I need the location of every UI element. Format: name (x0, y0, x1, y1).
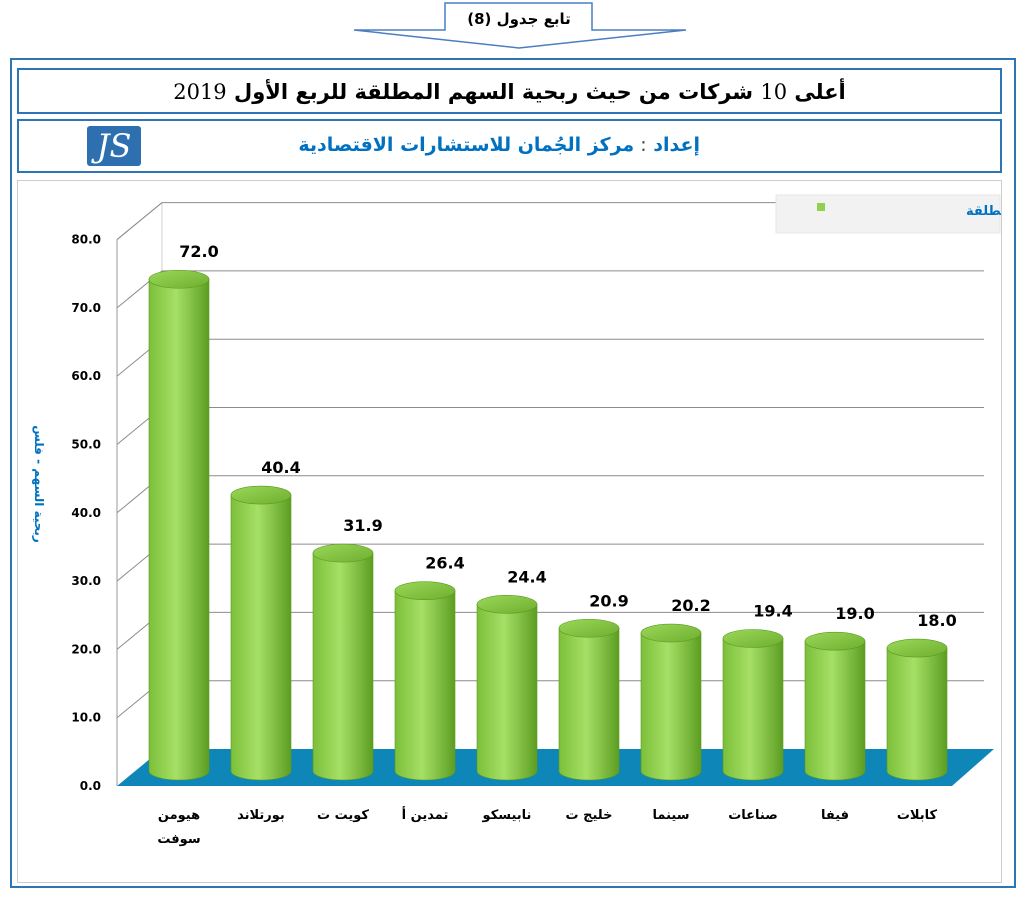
bar-body (558, 627, 620, 781)
continuation-label: تابع جدول (8) (467, 10, 571, 28)
bar-top (722, 629, 784, 648)
data-label: 18.0 (917, 611, 956, 630)
title-year: 2019 (173, 80, 227, 104)
chart-area: 0.0 10.0 20.0 30.0 40.0 50.0 60.0 70.0 80.0 ربحية… (17, 180, 1030, 883)
bar-body (722, 638, 784, 781)
x-tick-label: خليج ت (566, 808, 613, 823)
bar-chart: 0.0 10.0 20.0 30.0 40.0 50.0 60.0 70.0 80.0 ربحية… (32, 194, 1030, 847)
data-label: 24.4 (507, 567, 546, 586)
gridline (116, 270, 984, 309)
bar-body (148, 278, 210, 781)
author-label: إعداد (653, 134, 700, 156)
bar-top (148, 269, 210, 289)
bar-body (394, 590, 456, 781)
data-label: 72.0 (179, 242, 218, 261)
x-tick-label: صناعات (728, 808, 778, 823)
title-main: شركات من حيث ربحية السهم المطلقة للربع ا… (233, 80, 754, 104)
bar-top (312, 543, 374, 563)
data-label: 40.4 (261, 458, 300, 477)
legend-box (775, 194, 1001, 234)
bar-body (230, 494, 292, 781)
bar (722, 629, 784, 781)
author-line: إعداد : مركز الجُمان للاستشارات الاقتصاد… (298, 134, 700, 156)
y-tick-label: 0.0 (80, 779, 101, 793)
title-box: أعلى 10 شركات من حيث ربحية السهم المطلقة… (17, 68, 1002, 114)
gridline (116, 202, 984, 240)
bar-body (640, 632, 702, 781)
bar (394, 581, 456, 781)
outer-frame (10, 58, 1016, 888)
bar (230, 485, 292, 781)
continuation-banner: تابع جدول (8) (353, 2, 687, 49)
x-tick-label: سوفت (157, 832, 200, 847)
bar-top (394, 581, 456, 600)
bar-top (476, 595, 538, 614)
bar (558, 618, 620, 781)
bar-top (230, 485, 292, 505)
x-tick-label: كويت ت (317, 808, 369, 823)
y-tick-label: 70.0 (71, 301, 101, 315)
legend-label: ربحية السهم المطلقة (966, 204, 1001, 219)
y-tick-label: 10.0 (71, 711, 101, 725)
y-tick-label: 30.0 (71, 574, 101, 588)
title-prefix: أعلى (794, 80, 846, 104)
bar (312, 543, 374, 781)
y-axis-label: ربحية السهم - فلس (32, 425, 46, 543)
bar (476, 595, 538, 781)
x-tick-label: سينما (653, 808, 690, 823)
x-tick-label: تمدين أ (402, 806, 449, 823)
bar-body (804, 640, 866, 781)
author-box: إعداد : مركز الجُمان للاستشارات الاقتصاد… (17, 119, 1002, 173)
bar-top (886, 638, 948, 658)
data-label: 20.2 (671, 596, 710, 615)
logo: JS (87, 126, 141, 166)
bar-body (886, 647, 948, 781)
x-tick-label: كابلات (897, 808, 938, 823)
y-tick-label: 80.0 (71, 233, 101, 247)
x-tick-label: بورتلاند (237, 808, 285, 823)
y-tick-label: 40.0 (71, 506, 101, 520)
author-name: مركز الجُمان للاستشارات الاقتصادية (298, 134, 635, 156)
bar-body (476, 604, 538, 781)
bar-top (558, 618, 620, 638)
bar (886, 638, 948, 781)
y-tick-label: 60.0 (71, 369, 101, 383)
bar-top (640, 623, 702, 643)
x-tick-label: هيومن (158, 808, 200, 823)
x-tick-label: فيفا (821, 808, 849, 823)
legend-swatch (817, 203, 825, 211)
data-label: 20.9 (589, 591, 628, 610)
bar (640, 623, 702, 781)
bar (804, 631, 866, 781)
y-tick-label: 50.0 (71, 438, 101, 452)
data-label: 31.9 (343, 516, 382, 535)
page-title: أعلى 10 شركات من حيث ربحية السهم المطلقة… (19, 80, 1000, 104)
gridline (116, 338, 984, 377)
data-label: 19.4 (753, 601, 792, 620)
bar (148, 269, 210, 781)
bar-top (804, 631, 866, 651)
data-label: 26.4 (425, 554, 464, 573)
y-tick-label: 20.0 (71, 642, 101, 656)
bar-body (312, 552, 374, 781)
gridline (116, 407, 984, 445)
x-tick-label: نابيسكو (482, 808, 532, 823)
data-label: 19.0 (835, 604, 874, 623)
title-count: 10 (760, 80, 788, 104)
